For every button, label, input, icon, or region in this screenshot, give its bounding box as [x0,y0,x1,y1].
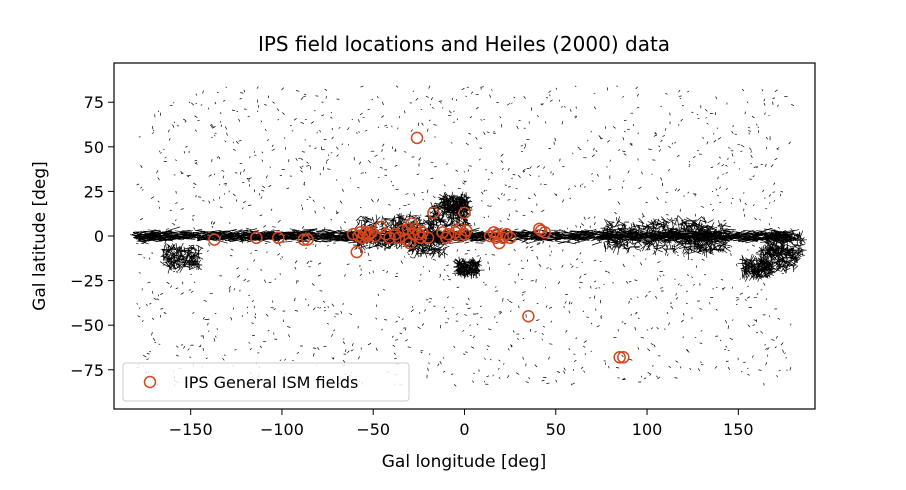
y-tick-label: 50 [84,138,104,157]
ips-field-point [414,231,427,245]
y-tick-label: 0 [94,227,104,246]
x-tick-label: 0 [459,420,469,439]
ips-field-point [297,233,311,246]
ips-field-markers [208,131,630,364]
legend-box [122,362,410,402]
ips-field-point [350,245,364,259]
ips-field-point [460,224,473,237]
y-axis-title: Gal latitude [deg] [30,161,50,311]
y-axis-ticks: −75 −50 −25 0 25 50 75 [70,93,114,380]
ips-field-point [250,231,263,245]
ips-field-point [441,227,455,241]
ips-field-point [500,227,513,241]
ips-field-point [301,233,314,246]
x-tick-label: −100 [260,420,304,439]
y-tick-label: 25 [84,182,104,201]
y-tick-label: 75 [84,93,104,112]
ips-field-point [363,227,376,241]
ips-field-point [361,229,374,243]
ips-field-point [365,226,378,239]
ips-field-point [538,226,552,239]
ips-field-point [208,233,221,246]
ips-field-point [458,206,471,220]
ips-field-point [388,227,402,241]
x-tick-label: −50 [356,420,390,439]
ips-field-point [522,310,535,323]
x-tick-label: 100 [632,420,663,439]
x-tick-label: −150 [169,420,213,439]
y-tick-label: −25 [70,272,104,291]
x-tick-label: 50 [546,420,566,439]
ips-field-point [503,231,517,245]
ips-field-point [410,131,424,145]
ips-field-point [392,231,406,245]
chart-title: IPS field locations and Heiles (2000) da… [258,32,670,56]
legend: IPS General ISM fields [122,362,410,402]
ips-field-point [272,231,285,245]
ips-field-point [427,206,440,220]
y-tick-label: −75 [70,361,104,380]
x-tick-label: 150 [723,420,754,439]
legend-marker [143,375,157,389]
polarization-vector-field [129,85,808,388]
legend-label: IPS General ISM fields [184,373,358,392]
x-axis-title: Gal longitude [deg] [382,452,547,472]
x-axis-ticks: −150 −100 −50 0 50 100 150 [169,409,754,439]
y-tick-label: −50 [70,316,104,335]
ips-field-point [421,231,435,245]
vector-strokes [129,85,808,388]
ips-field-point [407,227,420,241]
ips-field-point [379,227,393,241]
ips-field-point [617,351,630,364]
ips-field-point [613,351,626,364]
ips-field-point [483,229,497,243]
ips-field-point [496,231,510,245]
